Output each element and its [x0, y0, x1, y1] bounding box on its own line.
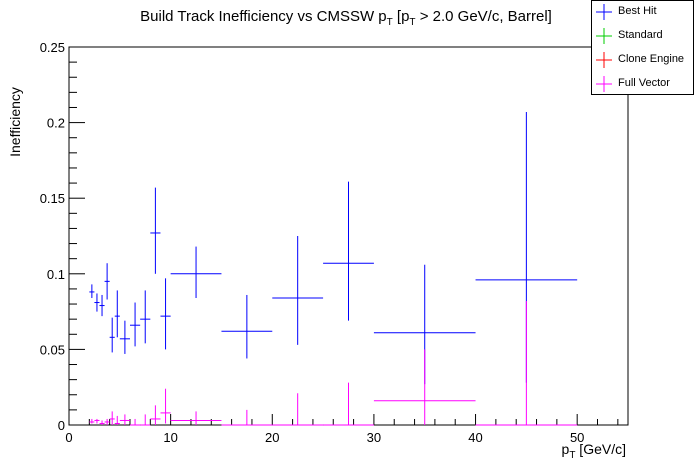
- data-point-best-hit-1: [94, 293, 100, 312]
- x-tick-label-50: 50: [570, 430, 584, 445]
- data-point-full-vector-3: [104, 418, 110, 425]
- data-point-best-hit-5: [114, 290, 120, 338]
- data-point-best-hit-7: [129, 302, 141, 347]
- legend-entry-standard: Standard: [592, 25, 695, 48]
- data-point-best-hit-13: [272, 236, 324, 345]
- y-tick-label-3: 0.15: [40, 191, 65, 206]
- chart-title: Build Track Inefficiency vs CMSSW pT [pT…: [140, 8, 552, 28]
- data-point-full-vector-1: [94, 418, 100, 424]
- legend-marker-clone-engine: [596, 52, 612, 68]
- x-tick-label-20: 20: [265, 430, 279, 445]
- legend-marker-standard: [596, 28, 612, 44]
- legend-entry-clone-engine: Clone Engine: [592, 49, 695, 72]
- data-point-best-hit-12: [221, 294, 273, 359]
- data-point-best-hit-11: [170, 246, 222, 298]
- x-tick-label-10: 10: [163, 430, 177, 445]
- data-point-best-hit-10: [160, 278, 171, 350]
- data-point-full-vector-11: [170, 411, 222, 425]
- x-axis-label: pT [GeV/c]: [562, 441, 626, 461]
- data-point-best-hit-6: [119, 320, 130, 354]
- data-point-full-vector-0: [89, 418, 95, 424]
- data-point-full-vector-5: [114, 415, 120, 425]
- data-point-full-vector-2: [99, 420, 105, 425]
- data-point-full-vector-15: [373, 349, 476, 425]
- y-tick-label-4: 0.2: [47, 116, 65, 131]
- legend-label-clone-engine: Clone Engine: [618, 53, 685, 65]
- legend-label-standard: Standard: [618, 29, 663, 41]
- legend-entry-best-hit: Best Hit: [592, 1, 695, 24]
- data-point-full-vector-4: [109, 411, 115, 425]
- data-point-best-hit-2: [99, 294, 105, 317]
- data-point-full-vector-13: [272, 393, 324, 426]
- data-point-best-hit-14: [323, 181, 374, 321]
- y-tick-label-0: 0: [58, 418, 65, 433]
- legend-marker-full-vector: [596, 76, 612, 92]
- data-point-full-vector-8: [140, 414, 151, 426]
- legend-marker-best-hit: [596, 4, 612, 20]
- y-axis-label: Inefficiency: [7, 87, 23, 157]
- data-point-best-hit-9: [150, 187, 161, 274]
- data-point-full-vector-16: [475, 301, 578, 426]
- x-tick-label-30: 30: [367, 430, 381, 445]
- data-series: [89, 112, 578, 426]
- y-tick-label-1: 0.05: [40, 342, 65, 357]
- legend-label-full-vector: Full Vector: [618, 77, 670, 89]
- data-point-full-vector-6: [119, 414, 130, 425]
- data-point-full-vector-9: [150, 405, 161, 425]
- x-tick-label-40: 40: [468, 430, 482, 445]
- legend-entry-full-vector: Full Vector: [592, 73, 695, 96]
- x-tick-label-0: 0: [65, 430, 72, 445]
- data-point-full-vector-10: [160, 388, 171, 424]
- legend-label-best-hit: Best Hit: [618, 5, 657, 17]
- data-point-best-hit-8: [140, 290, 151, 344]
- y-tick-label-5: 0.25: [40, 40, 65, 55]
- data-point-full-vector-12: [221, 409, 273, 426]
- data-point-best-hit-0: [89, 284, 95, 298]
- legend: Best Hit Standard Clone Engine Full Vect…: [591, 0, 694, 95]
- data-point-best-hit-3: [104, 263, 110, 300]
- data-point-best-hit-4: [109, 317, 115, 353]
- y-tick-label-2: 0.1: [47, 267, 65, 282]
- data-point-full-vector-7: [129, 418, 141, 426]
- axes: 0 10 20 30 40 50 0 0.05 0.1 0.15 0.2 0.25: [40, 40, 619, 445]
- data-point-full-vector-14: [323, 382, 374, 426]
